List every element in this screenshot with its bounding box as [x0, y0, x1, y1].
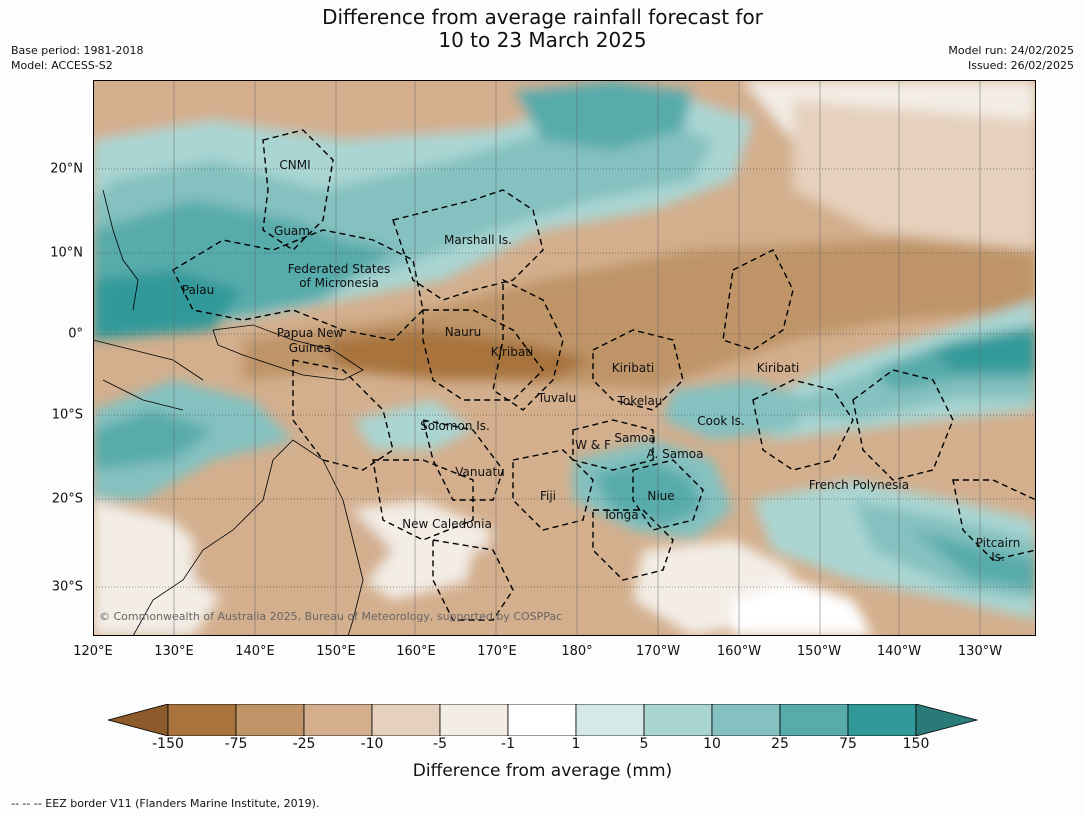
eez-footnote: -- -- -- EEZ border V11 (Flanders Marine…: [11, 797, 320, 810]
x-tick: 140°W: [876, 644, 922, 659]
label-tokelau: Tokelau: [617, 394, 663, 408]
label-palau: Palau: [181, 283, 215, 297]
label-marshall-islands: Marshall Is.: [444, 233, 512, 247]
colorbar-tick: 1: [571, 736, 581, 752]
colorbar-tick: -75: [224, 736, 248, 752]
label-solomon-islands: Solomon Is.: [420, 419, 490, 433]
model-run: Model run: 24/02/2025: [948, 44, 1074, 57]
colorbar-segment: [711, 704, 781, 736]
label-pitcairn-line1: Pitcairn: [975, 536, 1021, 550]
colorbar-tick: -1: [501, 736, 515, 752]
issued-date: Issued: 26/02/2025: [967, 59, 1074, 72]
label-american-samoa: A. Samoa: [646, 447, 704, 461]
x-tick: 120°E: [73, 644, 113, 659]
colorbar-tick: 75: [839, 736, 857, 752]
colorbar-tick: 5: [639, 736, 649, 752]
colorbar-tick: -150: [152, 736, 184, 752]
label-kiribati-east: Kiribati: [756, 361, 800, 375]
colorbar-segment: [303, 704, 373, 736]
meta-right: Model run: 24/02/2025 Issued: 26/02/2025: [948, 43, 1074, 73]
colorbar-segment: [915, 704, 978, 736]
colorbar-segment: [439, 704, 509, 736]
x-tick: 130°E: [154, 644, 194, 659]
y-tick: 30°S: [51, 579, 83, 595]
x-tick: 160°E: [396, 644, 436, 659]
colorbar-segment: [167, 704, 237, 736]
label-pitcairn-line2: Is.: [991, 550, 1005, 564]
colorbar-segment: [643, 704, 713, 736]
colorbar: [108, 704, 978, 736]
colorbar-tick: 10: [703, 736, 721, 752]
colorbar-tick: -5: [433, 736, 447, 752]
label-tuvalu: Tuvalu: [537, 391, 577, 405]
colorbar-segment: [235, 704, 305, 736]
colorbar-tick: 150: [902, 736, 930, 752]
title-line-1: Difference from average rainfall forecas…: [322, 5, 763, 29]
label-png-line2: Guinea: [288, 341, 332, 355]
x-tick: 130°W: [957, 644, 1003, 659]
colorbar-segment: [575, 704, 645, 736]
y-tick: 20°S: [51, 491, 83, 507]
copyright-notice: © Commonwealth of Australia 2025, Bureau…: [99, 610, 563, 623]
label-fsm-line2: of Micronesia: [299, 276, 379, 290]
colorbar-tick: -10: [360, 736, 384, 752]
y-tick: 0°: [68, 326, 83, 342]
label-cook-islands: Cook Is.: [697, 414, 745, 428]
label-niue: Niue: [647, 489, 675, 503]
colorbar-label: Difference from average (mm): [412, 761, 673, 781]
label-png-line1: Papua New: [276, 326, 344, 340]
rainfall-anomaly-map: [93, 80, 1036, 636]
label-tonga: Tonga: [603, 508, 639, 522]
colorbar-tick: -25: [292, 736, 316, 752]
colorbar-tick: 25: [771, 736, 789, 752]
label-cnmi: CNMI: [279, 158, 311, 172]
colorbar-segment: [371, 704, 441, 736]
label-french-polynesia: French Polynesia: [808, 478, 910, 492]
model-name: Model: ACCESS-S2: [11, 59, 113, 72]
colorbar-segment: [507, 704, 577, 736]
label-samoa: Samoa: [614, 431, 656, 445]
meta-left: Base period: 1981-2018 Model: ACCESS-S2: [11, 43, 143, 73]
y-tick: 10°S: [51, 407, 83, 423]
label-guam: Guam: [274, 224, 310, 238]
label-nauru: Nauru: [444, 325, 482, 339]
label-fsm-line1: Federated States: [287, 262, 391, 276]
x-tick: 160°W: [716, 644, 762, 659]
y-tick: 10°N: [50, 245, 83, 261]
x-tick: 150°W: [796, 644, 842, 659]
title-line-2: 10 to 23 March 2025: [438, 28, 647, 52]
label-kiribati-central: Kiribati: [611, 361, 655, 375]
x-tick: 140°E: [235, 644, 275, 659]
base-period: Base period: 1981-2018: [11, 44, 144, 57]
colorbar-segment: [847, 704, 917, 736]
y-tick: 20°N: [50, 161, 83, 177]
label-new-caledonia: New Caledonia: [402, 517, 492, 531]
colorbar-segment: [108, 704, 169, 736]
label-wallis-futuna: W & F: [575, 438, 611, 452]
x-tick: 170°W: [635, 644, 681, 659]
x-tick: 170°E: [477, 644, 517, 659]
map-title: Difference from average rainfall forecas…: [0, 6, 1085, 52]
x-tick: 180°: [561, 644, 593, 659]
colorbar-segment: [779, 704, 849, 736]
label-fiji: Fiji: [539, 489, 557, 503]
label-vanuatu: Vanuatu: [455, 465, 505, 479]
x-tick: 150°E: [316, 644, 356, 659]
label-kiribati-west: Kiribati: [490, 345, 534, 359]
